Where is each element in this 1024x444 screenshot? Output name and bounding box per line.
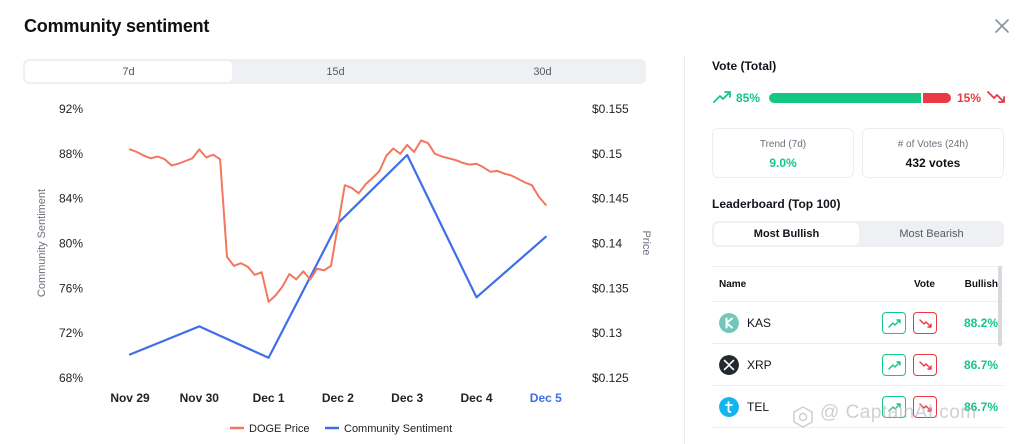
trend-label: Trend (7d) bbox=[759, 139, 807, 150]
y-tick-label-right: $0.135 bbox=[592, 281, 629, 295]
tab-most-bearish[interactable]: Most Bearish bbox=[899, 228, 964, 240]
column-bullish: Bullish bbox=[964, 279, 998, 290]
bearish-percent: 15% bbox=[957, 91, 982, 105]
watermark: @ CaptainAI.com bbox=[820, 402, 977, 423]
y-tick-label-right: $0.125 bbox=[592, 371, 629, 385]
x-tick-label: Nov 30 bbox=[180, 391, 220, 405]
tab-15d[interactable]: 15d bbox=[326, 65, 345, 78]
legend-label-sentiment: Community Sentiment bbox=[344, 423, 452, 435]
panel-divider bbox=[684, 56, 685, 444]
xrp-icon bbox=[719, 355, 739, 375]
vote-bearish-button[interactable] bbox=[913, 354, 937, 376]
close-icon[interactable] bbox=[990, 14, 1014, 38]
page-title: Community sentiment bbox=[24, 16, 210, 36]
y-tick-label-left: 80% bbox=[59, 237, 83, 251]
watermark-logo-icon bbox=[793, 406, 813, 428]
coin-name: TEL bbox=[747, 400, 770, 414]
y-axis-label-right: Price bbox=[640, 230, 652, 255]
x-tick-label: Dec 2 bbox=[322, 391, 354, 405]
y-tick-label-left: 88% bbox=[59, 147, 83, 161]
bearish-bar bbox=[923, 93, 951, 103]
vote-bearish-button[interactable] bbox=[913, 312, 937, 334]
bullish-bar bbox=[769, 93, 921, 103]
y-tick-label-left: 92% bbox=[59, 102, 83, 116]
vote-bearish-button[interactable] bbox=[913, 396, 937, 418]
votes-value: 432 votes bbox=[905, 156, 961, 170]
x-tick-label: Nov 29 bbox=[110, 391, 150, 405]
leaderboard-row[interactable]: XRP 86.7% bbox=[712, 344, 1004, 386]
leaderboard-scrollbar[interactable] bbox=[998, 266, 1002, 346]
sentiment-chart: 92% 88% 84% 80% 76% 72% 68% $0.155 $0.15 $0.145 $0… bbox=[36, 102, 652, 435]
trending-down-icon bbox=[987, 91, 1005, 103]
x-tick-label: Dec 1 bbox=[253, 391, 285, 405]
votes-stat: # of Votes (24h) 432 votes bbox=[862, 128, 1004, 178]
y-tick-label-right: $0.14 bbox=[592, 237, 622, 251]
y-axis-label-left: Community Sentiment bbox=[36, 189, 48, 297]
tab-most-bullish[interactable]: Most Bullish bbox=[714, 223, 859, 245]
bullish-value: 88.2% bbox=[963, 316, 998, 330]
bullish-value: 86.7% bbox=[963, 400, 998, 414]
vote-bullish-button[interactable] bbox=[882, 354, 906, 376]
trend-value: 9.0% bbox=[769, 156, 797, 170]
y-tick-label-right: $0.145 bbox=[592, 192, 629, 206]
bullish-value: 86.7% bbox=[963, 358, 998, 372]
y-tick-label-left: 72% bbox=[59, 326, 83, 340]
legend-label-price: DOGE Price bbox=[249, 423, 310, 435]
x-tick-label: Dec 3 bbox=[391, 391, 423, 405]
trend-stat: Trend (7d) 9.0% bbox=[712, 128, 854, 178]
telcoin-icon bbox=[719, 397, 739, 417]
x-tick-label: Dec 4 bbox=[460, 391, 492, 405]
leaderboard-row[interactable]: TEL 86.7% bbox=[712, 386, 1004, 428]
y-tick-label-left: 84% bbox=[59, 192, 83, 206]
vote-title: Vote (Total) bbox=[712, 59, 777, 73]
vote-panel: Vote (Total) 85% 15% Trend (7d) 9.0% # o… bbox=[712, 0, 1008, 444]
coin-name: KAS bbox=[747, 316, 772, 330]
sentiment-line bbox=[128, 153, 547, 359]
price-line bbox=[129, 139, 547, 303]
column-vote: Vote bbox=[914, 279, 935, 290]
tab-30d[interactable]: 30d bbox=[533, 65, 552, 78]
range-tabs: 7d 15d 30d bbox=[23, 59, 646, 84]
x-tick-label: Dec 5 bbox=[530, 391, 562, 405]
kaspa-icon bbox=[719, 313, 739, 333]
y-tick-label-right: $0.15 bbox=[592, 147, 622, 161]
leaderboard-title: Leaderboard (Top 100) bbox=[712, 197, 841, 211]
leaderboard-tabs: Most Bullish Most Bearish bbox=[712, 221, 1004, 247]
bullish-percent: 85% bbox=[736, 91, 761, 105]
leaderboard-row[interactable]: KAS 88.2% bbox=[712, 302, 1004, 344]
vote-bullish-button[interactable] bbox=[882, 312, 906, 334]
y-tick-label-right: $0.13 bbox=[592, 326, 622, 340]
votes-label: # of Votes (24h) bbox=[897, 139, 969, 150]
y-tick-label-left: 68% bbox=[59, 371, 83, 385]
vote-bar: 85% 15% bbox=[712, 88, 1008, 108]
trending-up-icon bbox=[713, 91, 731, 103]
column-name: Name bbox=[719, 279, 747, 290]
leaderboard-header: Name Vote Bullish bbox=[712, 266, 1004, 302]
y-tick-label-right: $0.155 bbox=[592, 102, 629, 116]
coin-name: XRP bbox=[747, 358, 772, 372]
vote-bullish-button[interactable] bbox=[882, 396, 906, 418]
y-tick-label-left: 76% bbox=[59, 281, 83, 295]
tab-7d[interactable]: 7d bbox=[25, 61, 232, 82]
